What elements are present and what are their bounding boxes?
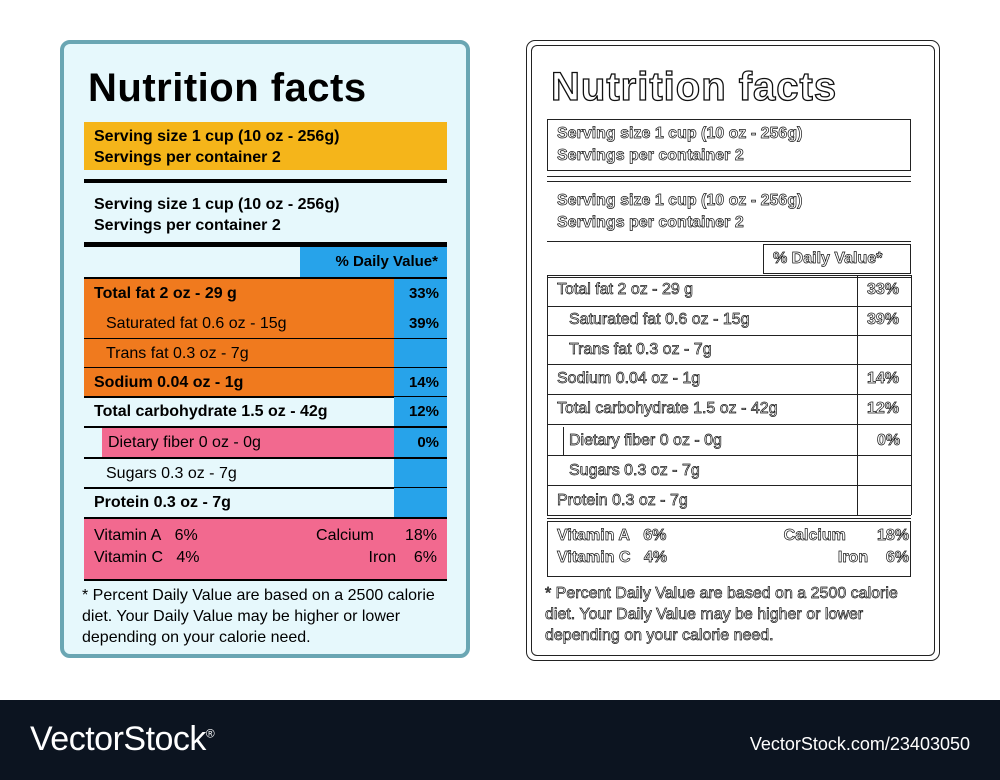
iron: Iron 6% bbox=[837, 549, 910, 567]
nutrient-row: Sodium 0.04 oz - 1g 14% bbox=[84, 368, 447, 398]
footnote: * Percent Daily Value are based on a 250… bbox=[82, 587, 435, 646]
watermark-footer: VectorStock® VectorStock.com/23403050 bbox=[0, 700, 1000, 780]
nutrient-percent: 33% bbox=[394, 279, 447, 309]
nutrient-percent: 12% bbox=[867, 400, 900, 418]
colored-nutrition-label: Nutrition facts Serving size 1 cup (10 o… bbox=[60, 40, 470, 658]
nutrient-percent: 39% bbox=[867, 311, 900, 329]
calcium: Calcium 18% bbox=[316, 527, 437, 544]
divider bbox=[547, 394, 911, 395]
vitamins-box bbox=[547, 521, 911, 577]
label-title: Nutrition facts bbox=[88, 66, 367, 110]
nutrient-percent: 12% bbox=[394, 397, 447, 427]
nutrient-label: Total fat 2 oz - 29 g bbox=[557, 281, 694, 299]
divider bbox=[547, 364, 911, 365]
daily-value-header-box bbox=[763, 244, 911, 274]
serving-size: Serving size 1 cup (10 oz - 256g) bbox=[557, 125, 803, 143]
serving-box bbox=[547, 119, 911, 171]
divider bbox=[547, 275, 548, 515]
nutrient-label: Total carbohydrate 1.5 oz - 42g bbox=[557, 400, 778, 418]
nutrient-label: Dietary fiber 0 oz - 0g bbox=[102, 428, 394, 458]
daily-value-header: % Daily Value* bbox=[300, 247, 447, 277]
divider bbox=[84, 277, 447, 279]
divider bbox=[563, 427, 564, 455]
divider bbox=[911, 275, 912, 515]
divider bbox=[547, 275, 911, 276]
servings-per-container: Servings per container 2 bbox=[94, 149, 281, 166]
divider bbox=[857, 275, 858, 515]
image-id: VectorStock.com/23403050 bbox=[749, 734, 970, 754]
nutrient-percent: 33% bbox=[867, 281, 900, 299]
nutrient-label: Protein 0.3 oz - 7g bbox=[557, 492, 688, 510]
divider bbox=[547, 181, 911, 182]
nutrient-label: Sodium 0.04 oz - 1g bbox=[557, 370, 701, 388]
servings-per-container: Servings per container 2 bbox=[557, 147, 744, 165]
nutrient-percent bbox=[394, 459, 447, 489]
nutrient-percent bbox=[394, 339, 447, 369]
nutrient-label: Sodium 0.04 oz - 1g bbox=[84, 368, 394, 398]
divider bbox=[84, 579, 447, 581]
vitamin-c: Vitamin C 4% bbox=[557, 549, 668, 567]
servings-per-container: Servings per container 2 bbox=[94, 217, 281, 234]
serving-size: Serving size 1 cup (10 oz - 256g) bbox=[94, 128, 340, 145]
divider bbox=[547, 277, 911, 278]
vitamins-section: Vitamin A 6% Calcium 18% Vitamin C 4% Ir… bbox=[84, 519, 447, 579]
daily-value-header: % Daily Value* bbox=[773, 250, 883, 268]
divider bbox=[84, 457, 447, 459]
nutrient-label: Saturated fat 0.6 oz - 15g bbox=[84, 309, 394, 339]
divider bbox=[84, 487, 447, 489]
divider-thick bbox=[84, 517, 447, 520]
nutrient-row: Total fat 2 oz - 29 g 33% bbox=[84, 279, 447, 309]
nutrient-percent bbox=[394, 488, 447, 518]
nutrient-row: Sugars 0.3 oz - 7g bbox=[84, 459, 447, 489]
calcium: Calcium 18% bbox=[783, 527, 909, 545]
nutrient-label: Total carbohydrate 1.5 oz - 42g bbox=[94, 403, 328, 420]
nutrient-percent: 14% bbox=[867, 370, 900, 388]
divider bbox=[84, 426, 447, 428]
divider bbox=[547, 335, 911, 336]
divider bbox=[547, 455, 911, 456]
nutrient-label: Trans fat 0.3 oz - 7g bbox=[84, 339, 394, 369]
nutrient-label: Dietary fiber 0 oz - 0g bbox=[569, 432, 723, 450]
nutrient-percent: 0% bbox=[394, 428, 447, 458]
nutrient-label: Total fat 2 oz - 29 g bbox=[84, 279, 394, 309]
nutrient-label: Sugars 0.3 oz - 7g bbox=[106, 465, 237, 482]
nutrient-row: Saturated fat 0.6 oz - 15g 39% bbox=[84, 309, 447, 339]
divider bbox=[547, 518, 911, 519]
nutrient-row: Total carbohydrate 1.5 oz - 42g 12% bbox=[84, 397, 447, 427]
serving-size: Serving size 1 cup (10 oz - 256g) bbox=[94, 196, 340, 213]
divider bbox=[547, 424, 911, 425]
divider bbox=[547, 485, 911, 486]
nutrient-label: Trans fat 0.3 oz - 7g bbox=[569, 341, 712, 359]
iron: Iron 6% bbox=[368, 549, 437, 566]
nutrient-label: Protein 0.3 oz - 7g bbox=[94, 494, 231, 511]
nutrient-percent: 0% bbox=[877, 432, 901, 450]
serving-info-highlighted: Serving size 1 cup (10 oz - 256g) Servin… bbox=[84, 122, 447, 170]
label-title: Nutrition facts bbox=[550, 64, 838, 109]
vitamin-c: Vitamin C 4% bbox=[94, 549, 200, 566]
serving-info: Serving size 1 cup (10 oz - 256g) Servin… bbox=[84, 190, 447, 238]
outline-nutrition-label: Nutrition facts Serving size 1 cup (10 o… bbox=[526, 40, 940, 661]
servings-per-container: Servings per container 2 bbox=[557, 214, 744, 232]
nutrient-label: Saturated fat 0.6 oz - 15g bbox=[569, 311, 750, 329]
divider bbox=[547, 515, 911, 516]
nutrient-label: Sugars 0.3 oz - 7g bbox=[569, 462, 700, 480]
vitamin-a: Vitamin A 6% bbox=[557, 527, 667, 545]
nutrient-percent: 14% bbox=[394, 368, 447, 398]
divider bbox=[547, 306, 911, 307]
nutrient-row: Dietary fiber 0 oz - 0g 0% bbox=[84, 428, 447, 458]
nutrient-row: Protein 0.3 oz - 7g bbox=[84, 488, 447, 518]
brand-logo: VectorStock® bbox=[30, 720, 215, 758]
nutrient-row: Trans fat 0.3 oz - 7g bbox=[84, 339, 447, 369]
divider bbox=[547, 241, 911, 242]
divider bbox=[84, 396, 447, 398]
footnote: * Percent Daily Value are based on a 250… bbox=[545, 585, 899, 645]
divider-thick bbox=[84, 179, 447, 183]
serving-size: Serving size 1 cup (10 oz - 256g) bbox=[557, 192, 803, 210]
label-inner-border bbox=[531, 45, 935, 656]
nutrient-percent: 39% bbox=[394, 309, 447, 339]
vitamin-a: Vitamin A 6% bbox=[94, 527, 198, 544]
divider-thick bbox=[84, 242, 447, 247]
divider bbox=[547, 176, 911, 177]
